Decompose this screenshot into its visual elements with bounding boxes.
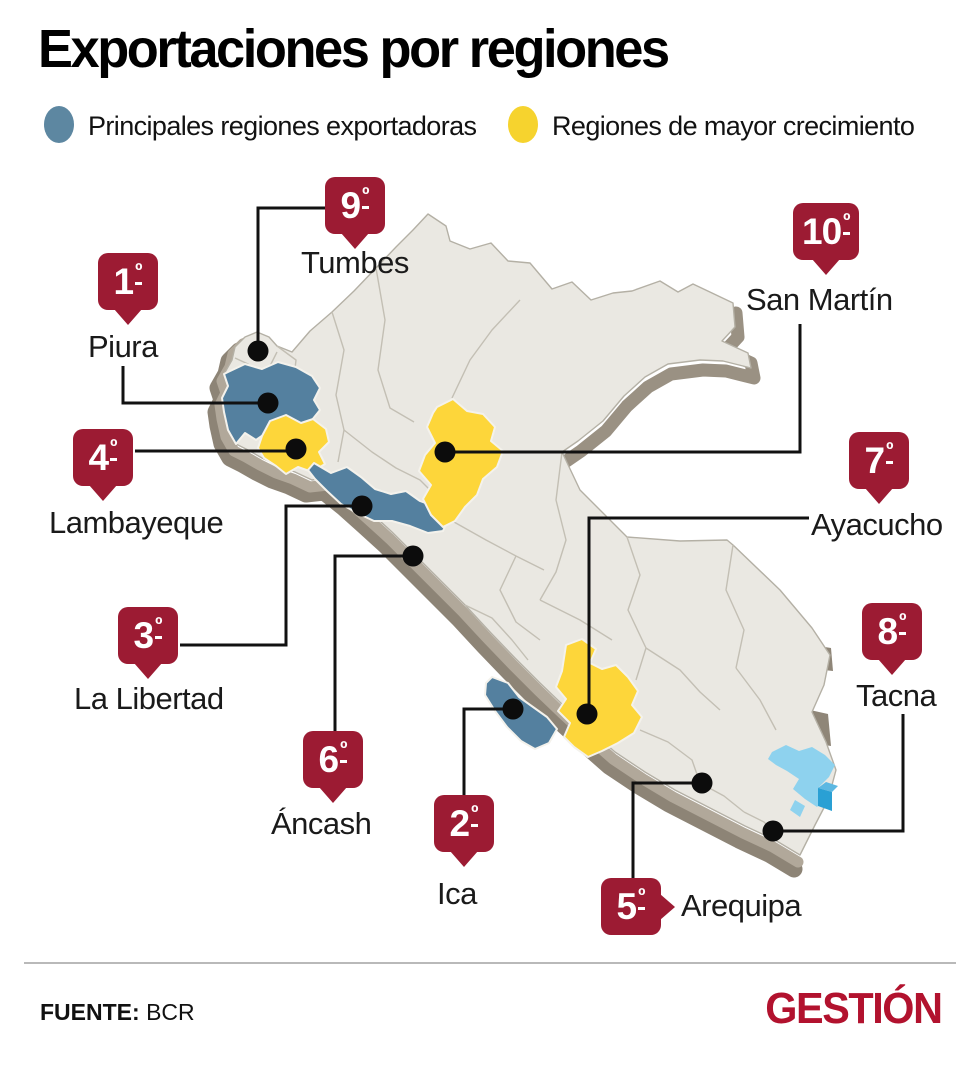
ordinal-symbol: º: [899, 611, 907, 635]
rank-number: 5: [616, 886, 638, 927]
connector-ica: [462, 707, 513, 797]
region-label-arequipa: Arequipa: [681, 888, 802, 923]
region-label-san-martin: San Martín: [746, 282, 893, 317]
rank-number: 4: [88, 437, 110, 478]
connector-arequipa: [631, 781, 702, 880]
legend-label-principal-exporters: Principales regiones exportadoras: [88, 111, 477, 141]
map-dot-lambayeque: [285, 438, 307, 460]
ordinal-symbol: º: [155, 615, 163, 639]
source-value: BCR: [146, 999, 195, 1025]
connector-san-martin: [445, 324, 802, 454]
page-title: Exportaciones por regiones: [38, 19, 670, 79]
connector-tacna: [773, 714, 905, 833]
ordinal-symbol: º: [340, 739, 348, 763]
map-dot-ayacucho: [576, 703, 598, 725]
rank-badge-san-martin: 10 º: [793, 203, 860, 260]
region-label-tumbes: Tumbes: [301, 245, 409, 280]
region-label-piura: Piura: [88, 329, 158, 364]
legend-dot-principal-exporters: [44, 106, 74, 143]
map-dot-ancash: [402, 545, 424, 567]
ordinal-symbol: º: [471, 803, 479, 827]
ordinal-symbol: º: [110, 437, 118, 461]
rank-number: 6: [318, 739, 340, 780]
legend-dot-growth-regions: [508, 106, 538, 143]
ordinal-symbol: º: [135, 261, 143, 285]
connector-piura: [121, 366, 268, 405]
ordinal-symbol: º: [843, 211, 851, 235]
region-label-ancash: Áncash: [271, 806, 372, 841]
source-note: FUENTE: BCR: [40, 999, 195, 1026]
lake-titicaca: [768, 745, 838, 817]
rank-number: 3: [133, 615, 155, 656]
map-region-ayacucho: [555, 638, 643, 758]
connector-ayacucho: [587, 516, 809, 714]
source-label: FUENTE:: [40, 999, 140, 1025]
gestion-logo: GESTIÓN: [765, 984, 944, 1033]
ordinal-symbol: º: [886, 440, 894, 464]
map-dot-san-martin: [434, 441, 456, 463]
connector-tumbes: [256, 206, 325, 351]
rank-number: 9: [340, 185, 362, 226]
map-region-la-libertad: [307, 462, 450, 534]
map-dot-la-libertad: [351, 495, 373, 517]
footer-divider: [24, 962, 956, 964]
rank-number: 10: [802, 211, 842, 252]
location-dots: [247, 340, 784, 842]
region-label-ica: Ica: [437, 876, 477, 911]
legend-label-growth-regions: Regiones de mayor crecimiento: [552, 111, 915, 141]
map-dot-arequipa: [691, 772, 713, 794]
connector-ancash: [333, 554, 413, 733]
region-label-la-libertad: La Libertad: [74, 681, 224, 716]
rank-number: 8: [877, 611, 899, 652]
ordinal-symbol: º: [638, 886, 646, 910]
map-dot-tumbes: [247, 340, 269, 362]
map-region-san-martin: [418, 398, 504, 528]
map-dot-tacna: [762, 820, 784, 842]
rank-number: 2: [449, 803, 471, 844]
rank-number: 1: [113, 261, 135, 302]
map-dot-piura: [257, 392, 279, 414]
map-dot-ica: [502, 698, 524, 720]
ordinal-symbol: º: [362, 185, 370, 209]
department-borders: [234, 267, 779, 837]
highlighted-regions: [221, 361, 643, 758]
rank-number: 7: [864, 440, 886, 481]
region-label-lambayeque: Lambayeque: [49, 505, 224, 540]
connector-lines: [121, 206, 905, 880]
region-label-ayacucho: Ayacucho: [811, 507, 943, 542]
region-label-tacna: Tacna: [856, 678, 937, 713]
connector-la-libertad: [180, 504, 362, 647]
